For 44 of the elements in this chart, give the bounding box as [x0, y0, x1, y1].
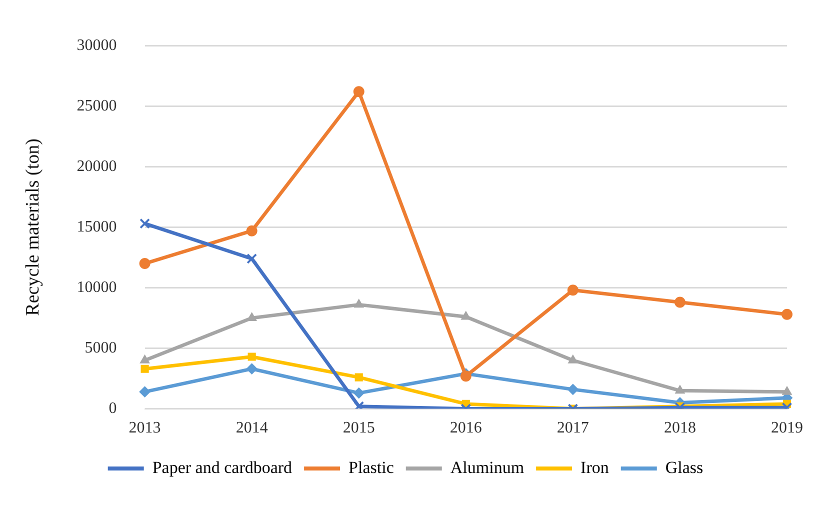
point — [248, 352, 256, 361]
point — [675, 385, 685, 394]
y-tick-label: 10000 — [76, 278, 117, 296]
legend-label: Aluminum — [450, 458, 524, 477]
point — [674, 296, 686, 308]
point — [354, 299, 364, 308]
point — [568, 354, 578, 364]
point — [782, 386, 792, 395]
point — [782, 308, 792, 320]
y-tick-label: 0 — [108, 400, 117, 418]
y-tick-label: 15000 — [76, 218, 117, 236]
point — [140, 218, 150, 229]
point — [354, 401, 364, 409]
point — [139, 386, 150, 398]
y-axis-title: Recycle materials (ton) — [22, 138, 44, 316]
x-tick-label: 2016 — [450, 420, 482, 437]
y-tick-label: 5000 — [84, 339, 117, 356]
legend-label: Plastic — [348, 458, 394, 477]
point — [354, 373, 363, 382]
x-tick-label: 2015 — [342, 420, 375, 437]
x-tick-label: 2018 — [664, 420, 696, 437]
point — [139, 258, 150, 270]
point — [246, 225, 258, 236]
point — [461, 311, 471, 320]
point — [460, 370, 472, 382]
point — [353, 388, 364, 399]
point — [246, 253, 258, 264]
legend-label: Iron — [580, 458, 610, 477]
y-tick-label: 25000 — [76, 97, 117, 114]
point — [140, 354, 150, 364]
y-tick-label: 20000 — [76, 158, 117, 175]
point — [353, 86, 364, 98]
point — [140, 364, 149, 373]
point — [247, 312, 257, 321]
legend-label: Paper and cardboard — [152, 458, 293, 477]
x-tick-label: 2017 — [556, 420, 589, 437]
legend-label: Glass — [665, 458, 704, 477]
point — [567, 384, 578, 395]
x-tick-label: 2013 — [128, 420, 161, 437]
x-tick-label: 2019 — [771, 420, 803, 437]
y-tick-label: 30000 — [76, 36, 117, 54]
x-tick-label: 2014 — [236, 420, 268, 437]
point — [246, 363, 258, 374]
point — [567, 284, 578, 296]
